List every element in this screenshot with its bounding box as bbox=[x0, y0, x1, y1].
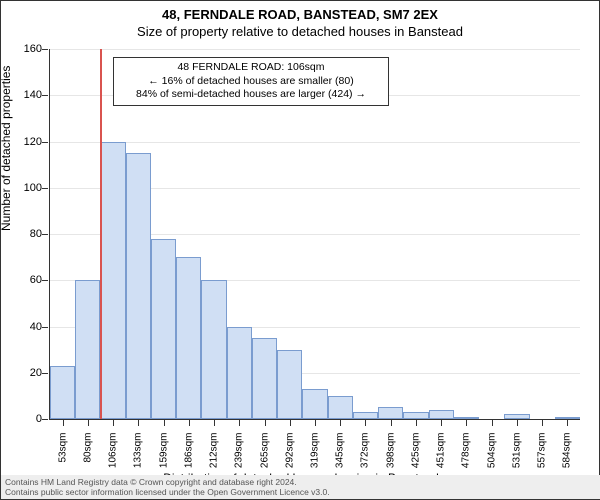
x-tick bbox=[290, 420, 291, 426]
histogram-bar bbox=[75, 280, 100, 419]
y-tick bbox=[42, 188, 48, 189]
histogram-bar bbox=[378, 407, 403, 419]
annotation-line1: 48 FERNDALE ROAD: 106sqm bbox=[120, 61, 382, 75]
y-tick bbox=[42, 280, 48, 281]
x-tick bbox=[567, 420, 568, 426]
histogram-bar bbox=[50, 366, 75, 419]
x-tick bbox=[365, 420, 366, 426]
title-address: 48, FERNDALE ROAD, BANSTEAD, SM7 2EX bbox=[1, 1, 599, 22]
histogram-bar bbox=[126, 153, 151, 419]
annotation-box: 48 FERNDALE ROAD: 106sqm ← 16% of detach… bbox=[113, 57, 389, 106]
y-tick bbox=[42, 419, 48, 420]
y-tick-label: 60 bbox=[12, 274, 42, 286]
y-tick-label: 0 bbox=[12, 413, 42, 425]
y-tick-label: 140 bbox=[12, 89, 42, 101]
y-tick bbox=[42, 49, 48, 50]
x-tick bbox=[265, 420, 266, 426]
y-tick bbox=[42, 234, 48, 235]
footer-line1: Contains HM Land Registry data © Crown c… bbox=[5, 477, 597, 487]
footer-line2: Contains public sector information licen… bbox=[5, 487, 597, 497]
title-subtitle: Size of property relative to detached ho… bbox=[1, 22, 599, 43]
histogram-bar bbox=[328, 396, 353, 419]
x-tick bbox=[466, 420, 467, 426]
histogram-bar bbox=[504, 414, 529, 419]
histogram-bar bbox=[429, 410, 454, 419]
x-tick bbox=[88, 420, 89, 426]
x-tick bbox=[214, 420, 215, 426]
x-tick bbox=[315, 420, 316, 426]
y-tick bbox=[42, 327, 48, 328]
histogram-bar bbox=[403, 412, 428, 419]
y-tick-label: 120 bbox=[12, 136, 42, 148]
property-marker-line bbox=[100, 49, 102, 419]
histogram-bar bbox=[201, 280, 226, 419]
gridline bbox=[50, 142, 580, 143]
x-tick bbox=[113, 420, 114, 426]
x-tick bbox=[138, 420, 139, 426]
histogram-bar bbox=[454, 417, 479, 419]
histogram-bar bbox=[277, 350, 302, 419]
histogram-bar bbox=[176, 257, 201, 419]
y-tick bbox=[42, 95, 48, 96]
x-tick bbox=[542, 420, 543, 426]
footer-attribution: Contains HM Land Registry data © Crown c… bbox=[1, 475, 600, 499]
annotation-line2: ← 16% of detached houses are smaller (80… bbox=[120, 75, 382, 89]
gridline bbox=[50, 49, 580, 50]
x-tick bbox=[63, 420, 64, 426]
histogram-bar bbox=[151, 239, 176, 419]
x-tick bbox=[239, 420, 240, 426]
x-tick bbox=[441, 420, 442, 426]
chart-container: 48, FERNDALE ROAD, BANSTEAD, SM7 2EX Siz… bbox=[0, 0, 600, 500]
histogram-bar bbox=[100, 142, 125, 420]
chart-area: 02040608010012014016053sqm80sqm106sqm133… bbox=[49, 49, 579, 419]
y-tick-label: 100 bbox=[12, 182, 42, 194]
annotation-line3: 84% of semi-detached houses are larger (… bbox=[120, 88, 382, 102]
x-tick bbox=[340, 420, 341, 426]
x-tick bbox=[416, 420, 417, 426]
y-tick-label: 160 bbox=[12, 43, 42, 55]
y-tick bbox=[42, 142, 48, 143]
x-tick bbox=[189, 420, 190, 426]
y-tick bbox=[42, 373, 48, 374]
x-tick bbox=[492, 420, 493, 426]
y-tick-label: 80 bbox=[12, 228, 42, 240]
histogram-bar bbox=[353, 412, 378, 419]
histogram-bar bbox=[252, 338, 277, 419]
x-tick bbox=[391, 420, 392, 426]
x-tick bbox=[517, 420, 518, 426]
x-tick bbox=[164, 420, 165, 426]
y-tick-label: 20 bbox=[12, 367, 42, 379]
histogram-bar bbox=[227, 327, 252, 420]
histogram-bar bbox=[302, 389, 327, 419]
histogram-bar bbox=[555, 417, 580, 419]
y-tick-label: 40 bbox=[12, 321, 42, 333]
